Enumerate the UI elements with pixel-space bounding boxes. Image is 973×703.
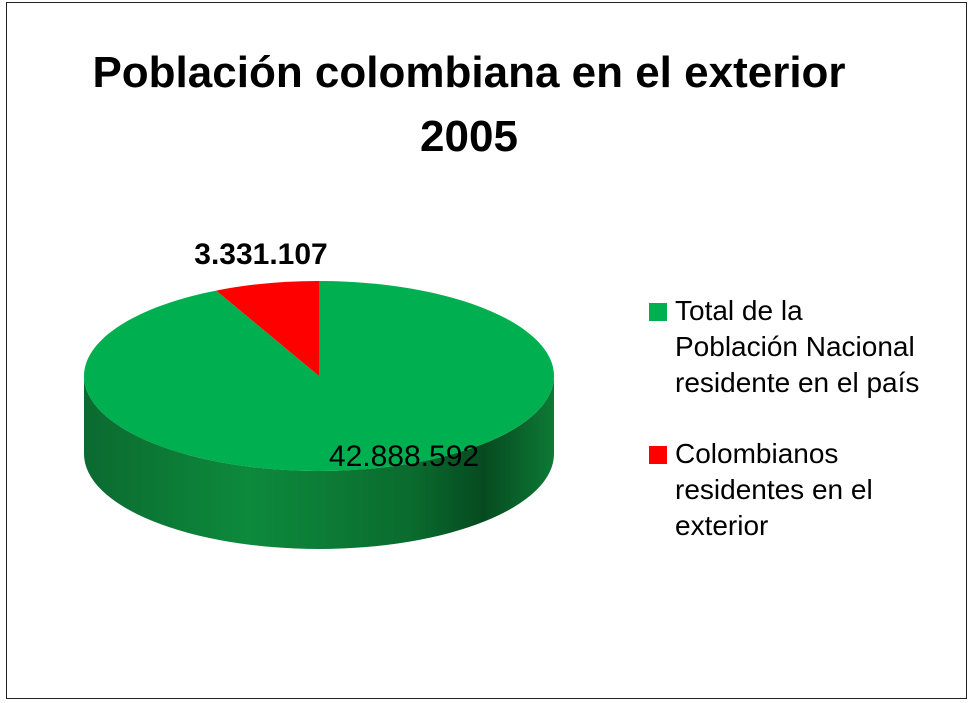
legend-swatch-total	[649, 303, 667, 321]
pie-chart: 42.888.592 3.331.107	[83, 238, 554, 549]
pie-layer: 42.888.592 3.331.107	[83, 238, 554, 549]
legend-label-total-1: Total de la	[675, 295, 803, 326]
data-label-total: 42.888.592	[329, 440, 479, 473]
data-label-exterior: 3.331.107	[194, 238, 327, 271]
pie-slice-exterior	[216, 281, 319, 376]
pie-side-wall	[84, 376, 554, 549]
legend-label-exterior-1: Colombianos	[675, 438, 839, 469]
chart-title-line-2: 2005	[420, 112, 518, 161]
chart-frame: Población colombiana en el exterior 2005…	[6, 2, 967, 699]
pie-slice-total	[83, 281, 554, 471]
legend-swatch-exterior	[649, 446, 667, 464]
legend-label-total-3: residente en el país	[675, 367, 920, 398]
legend-label-exterior-2: residentes en el	[675, 474, 873, 505]
legend-label-exterior-3: exterior	[675, 510, 769, 541]
chart-title: Población colombiana en el exterior 2005	[7, 41, 931, 169]
legend-label-total-2: Población Nacional	[675, 331, 915, 362]
chart-title-line-1: Población colombiana en el exterior	[92, 48, 846, 97]
